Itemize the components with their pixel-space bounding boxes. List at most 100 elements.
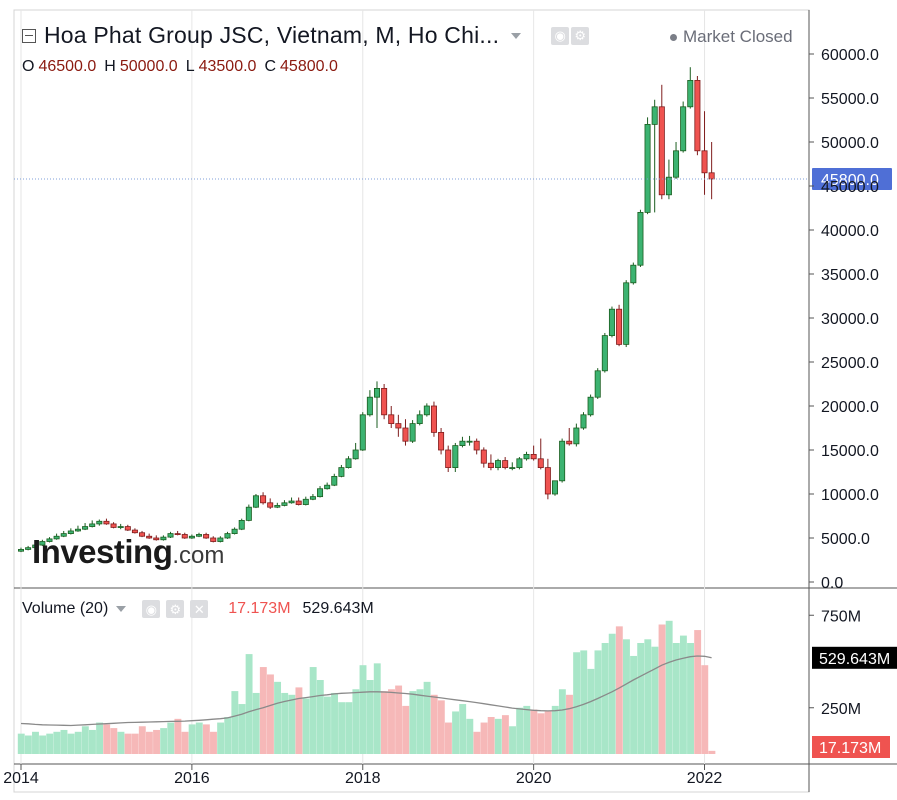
volume-bar bbox=[601, 643, 609, 754]
volume-bar bbox=[416, 689, 424, 754]
candle bbox=[473, 438, 480, 455]
candle bbox=[260, 492, 267, 505]
candle bbox=[366, 390, 373, 417]
volume-bar bbox=[259, 667, 267, 754]
candle-body bbox=[694, 80, 701, 152]
eye-icon[interactable]: ◉ bbox=[551, 26, 570, 45]
candle bbox=[110, 522, 117, 529]
candle bbox=[174, 530, 181, 536]
candle bbox=[331, 473, 338, 487]
candle-body bbox=[131, 529, 138, 534]
candle bbox=[39, 539, 46, 546]
volume-bar bbox=[46, 733, 54, 754]
collapse-icon[interactable] bbox=[22, 28, 36, 43]
chevron-down-icon[interactable] bbox=[116, 606, 127, 612]
candle-body bbox=[366, 396, 373, 416]
volume-study-label[interactable]: Volume (20) bbox=[22, 600, 109, 617]
volume-bar bbox=[658, 624, 666, 754]
price-tick-label: 10000.0 bbox=[821, 487, 879, 504]
candle bbox=[623, 280, 630, 348]
candle bbox=[402, 419, 409, 446]
candle-body bbox=[139, 532, 146, 537]
volume-bar bbox=[608, 633, 616, 754]
volume-bar bbox=[32, 731, 39, 754]
volume-bar bbox=[338, 702, 346, 754]
volume-last-badge bbox=[812, 736, 890, 758]
candle-body bbox=[416, 414, 423, 424]
time-tick-label: 2020 bbox=[516, 770, 552, 787]
eye-icon[interactable]: ◉ bbox=[142, 600, 161, 618]
candle bbox=[25, 545, 32, 551]
volume-bar bbox=[509, 726, 516, 754]
volume-bar bbox=[373, 663, 381, 754]
close-icon[interactable]: ✕ bbox=[190, 600, 209, 618]
volume-bar bbox=[665, 620, 673, 754]
volume-bar bbox=[487, 717, 495, 754]
candle bbox=[17, 547, 24, 553]
candle-body bbox=[523, 453, 530, 460]
chevron-down-icon[interactable] bbox=[511, 32, 522, 39]
candle bbox=[295, 497, 302, 506]
candle bbox=[395, 414, 402, 437]
volume-bar bbox=[345, 702, 353, 754]
candle-body bbox=[309, 496, 316, 500]
candle bbox=[502, 457, 509, 470]
volume-bar bbox=[352, 689, 360, 754]
candle bbox=[324, 482, 331, 490]
candle-body bbox=[466, 440, 473, 443]
candle bbox=[630, 262, 637, 285]
volume-bar bbox=[167, 722, 175, 754]
candle bbox=[694, 76, 701, 156]
volume-bar bbox=[316, 680, 324, 754]
gear-icon[interactable]: ⚙ bbox=[571, 26, 590, 45]
volume-bar bbox=[679, 635, 687, 754]
candle bbox=[32, 543, 39, 549]
high-label: H bbox=[104, 58, 116, 75]
volume-bar bbox=[694, 630, 702, 754]
volume-bar bbox=[523, 705, 531, 754]
candle-body bbox=[608, 308, 615, 337]
candle bbox=[160, 535, 167, 541]
candle bbox=[601, 332, 608, 373]
volume-ma-value: 529.643M bbox=[302, 600, 374, 617]
volume-bar bbox=[67, 733, 75, 754]
close-label: C bbox=[264, 58, 277, 75]
candle-body bbox=[245, 506, 252, 521]
volume-bar bbox=[202, 724, 210, 754]
candle-body bbox=[630, 264, 637, 284]
candle-body bbox=[373, 387, 380, 398]
price-tick-label: 60000.0 bbox=[821, 47, 879, 64]
logo-brand: Investing bbox=[32, 533, 173, 570]
candle bbox=[188, 534, 195, 539]
volume-last-value: 17.173M bbox=[228, 600, 291, 617]
open-value: 46500.0 bbox=[38, 58, 97, 75]
volume-bar bbox=[53, 731, 61, 754]
candle bbox=[46, 537, 53, 543]
candle-body bbox=[46, 538, 53, 542]
candle bbox=[124, 524, 131, 531]
candle-body bbox=[331, 475, 338, 486]
candle bbox=[338, 464, 345, 478]
chart-frame bbox=[13, 9, 897, 793]
instrument-title[interactable]: Hoa Phat Group JSC, Vietnam, M, Ho Chi..… bbox=[44, 22, 500, 48]
last-price-label: 45800.0 bbox=[821, 172, 879, 189]
candle-body bbox=[195, 534, 202, 537]
volume-bar bbox=[74, 731, 82, 754]
candle bbox=[687, 67, 694, 109]
gear-icon[interactable]: ⚙ bbox=[166, 600, 185, 618]
volume-bar bbox=[452, 711, 460, 754]
volume-ma-line bbox=[20, 655, 712, 727]
candle bbox=[409, 420, 416, 443]
series-icon-group: ◉ ⚙ bbox=[551, 26, 590, 45]
volume-bar bbox=[295, 687, 303, 754]
candle bbox=[67, 528, 74, 535]
candle-body bbox=[430, 405, 437, 433]
time-tick-label: 2014 bbox=[3, 770, 39, 787]
candle bbox=[537, 438, 544, 470]
candle bbox=[117, 523, 124, 530]
candle-body bbox=[495, 460, 502, 468]
volume-bar bbox=[81, 726, 89, 754]
price-axis: 0.0 5000.0 10000.0 15000.0 20000.0 25000.0 300… bbox=[809, 47, 879, 592]
candle bbox=[131, 528, 138, 534]
